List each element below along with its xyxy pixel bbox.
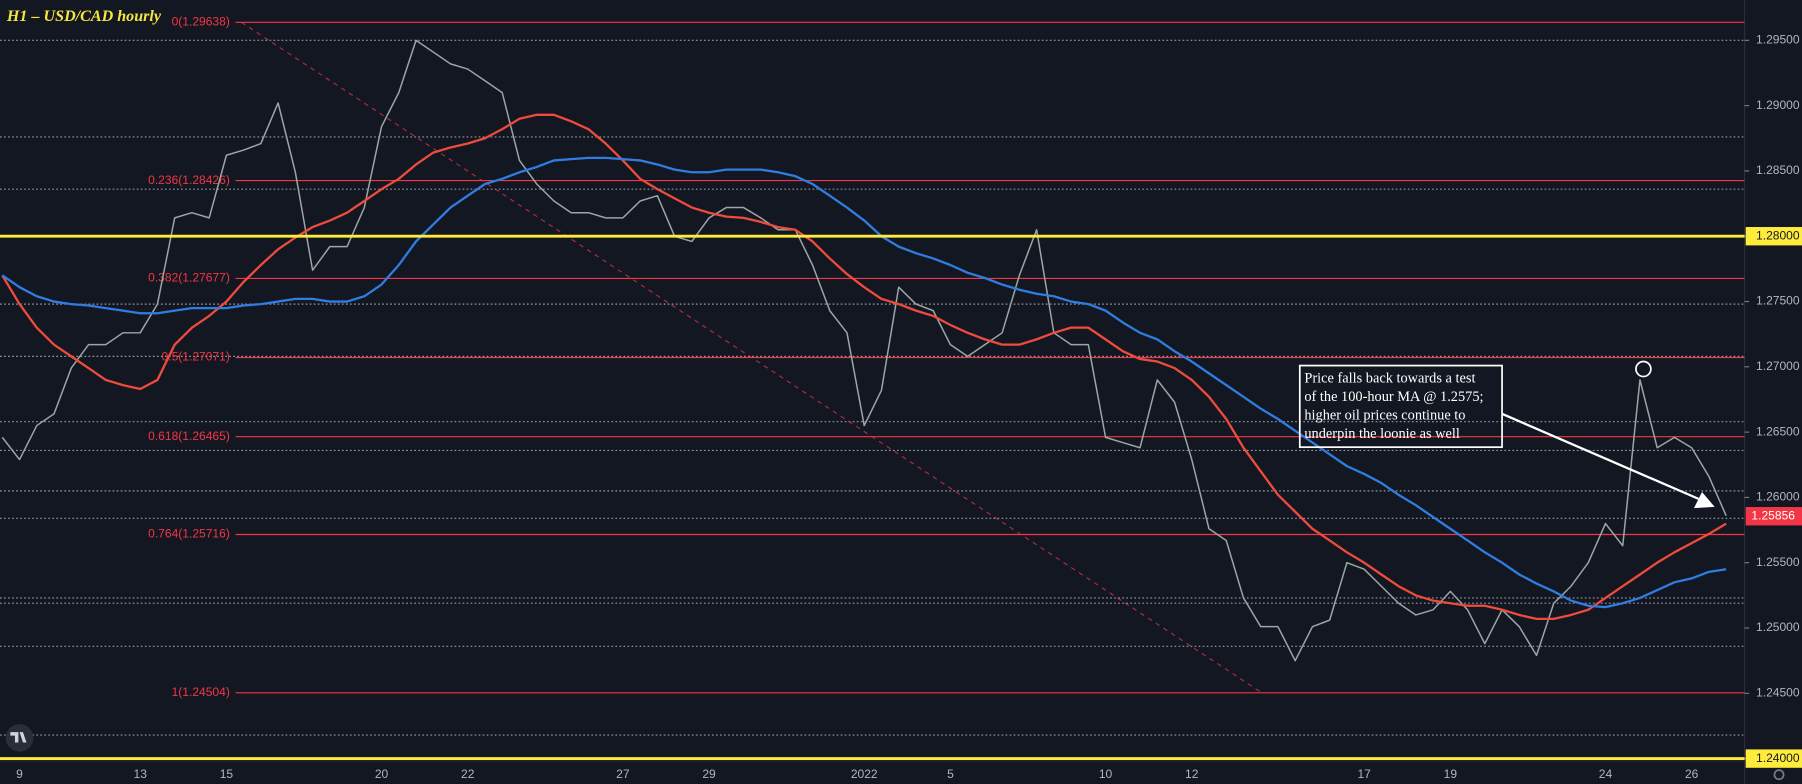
arrow-head [1693,491,1715,509]
fib-label: 0.382(1.27677) [148,271,230,285]
fib-label: 0.618(1.26465) [148,429,230,443]
y-tick-label: 1.24000 [1756,751,1800,765]
annotation-line: Price falls back towards a test [1304,371,1475,387]
y-tick-label: 1.29500 [1756,33,1800,47]
chart-title: H1 – USD/CAD hourly [6,8,162,25]
x-tick-label: 24 [1599,767,1613,781]
x-tick-label: 19 [1444,767,1458,781]
x-tick-label: 17 [1357,767,1371,781]
gear[interactable] [1773,769,1785,781]
x-tick-label: 9 [16,767,23,781]
x-tick-label: 2022 [851,767,878,781]
fib-label: 0.236(1.28426) [148,173,230,187]
x-tick-label: 27 [616,767,630,781]
fib-label: 0.764(1.25716) [148,527,230,541]
x-tick-label: 29 [702,767,716,781]
y-tick-label: 1.28000 [1756,228,1800,242]
x-tick-label: 26 [1685,767,1699,781]
y-tick-label: 1.28500 [1756,163,1800,177]
fib-label: 0.5(1.27071) [162,350,230,364]
fib-label: 0(1.29638) [172,14,230,28]
annotation-line: of the 100-hour MA @ 1.2575; [1304,389,1483,405]
moving-average [1,113,1727,621]
price-line [1,39,1727,662]
x-tick-label: 20 [375,767,389,781]
x-tick-label: 12 [1185,767,1199,781]
x-tick-label: 10 [1099,767,1113,781]
x-tick-label: 22 [461,767,475,781]
moving-average [1,156,1727,609]
y-tick-label: 1.25000 [1756,620,1800,634]
logo-badge [5,724,34,752]
y-tick-label: 1.27000 [1756,359,1800,373]
y-tick-label: 1.26500 [1756,424,1800,438]
x-tick-label: 5 [947,767,954,781]
settings-icon[interactable] [1773,769,1785,781]
last-price-label: 1.25856 [1751,508,1795,522]
x-tick-label: 13 [134,767,148,781]
y-tick-highlight [1745,227,1802,246]
annotation-line: underpin the loonie as well [1304,426,1460,442]
highlight-circle [1635,360,1652,378]
y-tick-label: 1.26000 [1756,490,1800,504]
annotation-arrow [1501,412,1700,500]
tv-logo [5,724,34,752]
y-tick-label: 1.29000 [1756,98,1800,112]
x-tick-label: 15 [220,767,234,781]
y-tick-highlight [1745,749,1802,768]
y-tick-label: 1.27500 [1756,294,1800,308]
fib-label: 1(1.24504) [172,685,230,699]
last-price-tag [1745,507,1802,526]
y-tick-label: 1.25500 [1756,555,1800,569]
annotation-box [1298,364,1503,449]
y-tick-label: 1.24500 [1756,685,1800,699]
annotation-line: higher oil prices continue to [1304,407,1465,423]
annotation: Price falls back towards a test of the 1… [1298,360,1715,509]
